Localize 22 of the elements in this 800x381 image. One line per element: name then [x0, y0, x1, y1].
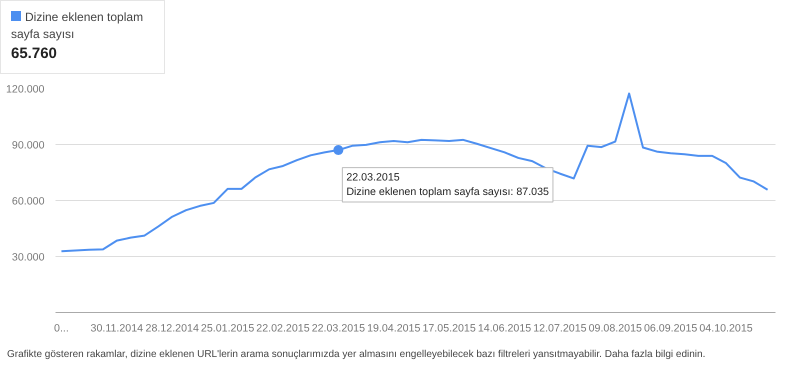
x-tick-label: 0... — [54, 322, 69, 334]
x-tick-label: 30.11.2014 — [90, 322, 144, 334]
x-tick-label: 04.10.2015 — [699, 322, 753, 334]
x-tick-label: 19.04.2015 — [367, 322, 420, 334]
x-tick-label: 14.06.2015 — [478, 322, 532, 334]
annotation: 22.03.2015 Dizine eklenen toplam sayfa sayısı: 87.035 — [346, 172, 550, 198]
x-tick-label: 28.12.2014 — [146, 322, 199, 334]
x-tick-label: 12.07.2015 — [533, 322, 587, 334]
x-tick-label: 22.02.2015 — [256, 322, 310, 334]
y-tick-label: 120.000 — [6, 84, 45, 96]
y-tick-label: 90.000 — [12, 140, 45, 152]
legend-label: Dizine eklenen toplam sayfa sayısı — [11, 10, 144, 42]
x-tick-label: 17.05.2015 — [422, 322, 476, 334]
line-series — [60, 92, 769, 252]
y-tick-label: 30.000 — [12, 252, 45, 264]
text: 65.760 — [11, 44, 58, 64]
y-tick-label: 60.000 — [12, 196, 45, 208]
text: Grafikte gösteren rakamlar, dizine eklenen URL'lerin arama sonuçlarımızda yer almasını engelleyebilecek bazı filtreleri yansıtmayabilir. Daha fazla bilgi edinin. — [6, 348, 706, 362]
x-tick-label: 06.09.2015 — [644, 322, 698, 334]
x-tick-label: 09.08.2015 — [588, 322, 642, 334]
x-tick-label: 25.01.2015 — [200, 322, 254, 334]
x-tick-label: 22.03.2015 — [312, 322, 366, 334]
